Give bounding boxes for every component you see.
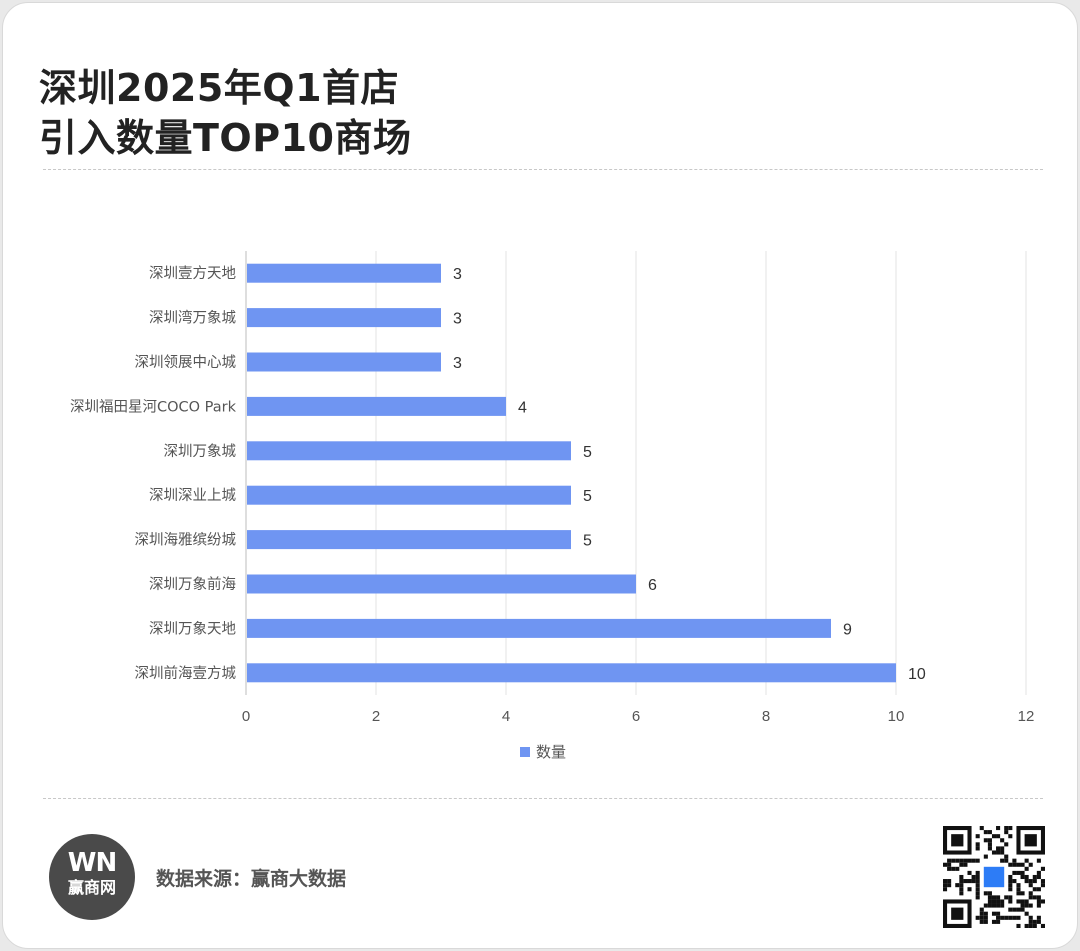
y-category-label: 深圳万象城	[164, 443, 237, 460]
x-tick-label: 10	[888, 708, 905, 725]
bar	[247, 485, 571, 505]
bar-value-label: 5	[583, 488, 592, 505]
chart-title: 深圳2025年Q1首店 引入数量TOP10商场	[39, 63, 411, 163]
x-tick-label: 8	[762, 708, 770, 725]
bar-value-label: 5	[583, 533, 592, 550]
brand-logo-name: 赢商网	[67, 878, 116, 897]
bar	[247, 663, 896, 683]
bar	[247, 618, 831, 638]
y-category-label: 深圳壹方天地	[149, 265, 236, 282]
chart-title-line-2: 引入数量TOP10商场	[39, 116, 412, 160]
x-tick-label: 6	[632, 708, 640, 725]
y-category-label: 深圳万象前海	[149, 576, 236, 593]
bar-chart: 0 2 4 6 8 10 12 深圳壹方天地 3 深圳湾万象城 3 深圳领展中心城 3 深圳福田星河COC…	[70, 251, 1035, 761]
x-tick-label: 4	[502, 708, 510, 725]
bar	[247, 352, 441, 372]
data-source-text: 数据来源：赢商大数据	[156, 868, 347, 890]
bar	[247, 263, 441, 283]
bar-value-label: 3	[453, 311, 462, 328]
bar-value-label: 6	[648, 577, 657, 594]
legend-swatch	[520, 747, 530, 757]
bar	[247, 396, 506, 416]
brand-logo-mark: WN	[67, 848, 117, 878]
bottom-divider	[43, 798, 1043, 799]
bar	[247, 574, 636, 594]
top-divider	[43, 169, 1043, 170]
qr-code-icon[interactable]	[943, 826, 1045, 928]
bar-value-label: 3	[453, 355, 462, 372]
bar-value-label: 4	[518, 399, 527, 416]
y-category-label: 深圳前海壹方城	[135, 665, 237, 682]
x-tick-label: 12	[1018, 708, 1035, 725]
bar-value-label: 9	[843, 621, 852, 638]
y-category-label: 深圳万象天地	[149, 620, 236, 637]
bar-value-label: 3	[453, 266, 462, 283]
y-category-label: 深圳湾万象城	[149, 310, 236, 327]
y-category-label: 深圳福田星河COCO Park	[70, 398, 237, 415]
y-category-label: 深圳深业上城	[149, 487, 236, 504]
bar	[247, 308, 441, 328]
y-category-label: 深圳领展中心城	[135, 354, 237, 371]
y-category-label: 深圳海雅缤纷城	[135, 532, 237, 549]
brand-logo: WN 赢商网	[49, 834, 135, 920]
x-tick-label: 2	[372, 708, 380, 725]
bar	[247, 441, 571, 461]
bar-value-label: 10	[908, 666, 926, 683]
bar	[247, 530, 571, 550]
x-tick-label: 0	[242, 708, 250, 725]
legend-label: 数量	[536, 743, 566, 761]
chart-title-line-1: 深圳2025年Q1首店	[39, 66, 400, 110]
bar-value-label: 5	[583, 444, 592, 461]
